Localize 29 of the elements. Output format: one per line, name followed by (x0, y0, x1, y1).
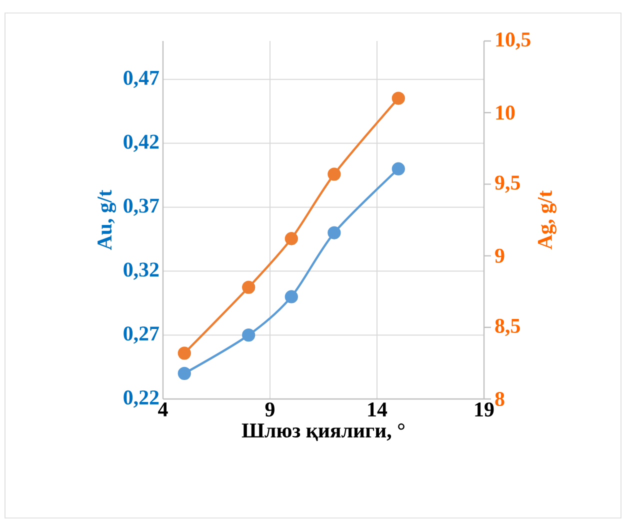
x-tick-label: 14 (368, 402, 388, 416)
y-tick-label: 0,47 (124, 70, 159, 88)
point (392, 92, 405, 105)
y2-tick-label: 9,5 (495, 176, 520, 193)
point (392, 162, 405, 176)
y2-axis-title: Ag, g/t (538, 190, 556, 250)
point (178, 346, 191, 360)
point (242, 280, 256, 294)
y2-tick-label: 8,5 (495, 318, 520, 336)
y-axis-title: Au, g/t (98, 190, 116, 250)
x-tick-label: 19 (475, 402, 494, 417)
point (284, 290, 298, 304)
y2-tick-label: 8 (495, 392, 504, 406)
y2-tick-label: 9 (495, 248, 504, 263)
point (328, 168, 341, 181)
y2-tick-label: 10 (496, 106, 515, 120)
point (328, 226, 341, 240)
x-tick-label: 4 (158, 402, 168, 416)
y2-tick-label: 10,5 (496, 32, 530, 50)
y-tick-label: 0,22 (124, 390, 159, 408)
y-tick-label: 0,42 (124, 134, 159, 152)
point (284, 232, 298, 246)
point (242, 328, 256, 342)
y-tick-label: 0,37 (124, 198, 159, 216)
x-axis-title: Шлюз қиялиги, ° (242, 423, 404, 441)
x-tick-label: 9 (265, 402, 274, 417)
y-tick-label: 0,27 (124, 326, 159, 344)
y-tick-label: 0,32 (124, 262, 159, 280)
point (178, 366, 191, 380)
